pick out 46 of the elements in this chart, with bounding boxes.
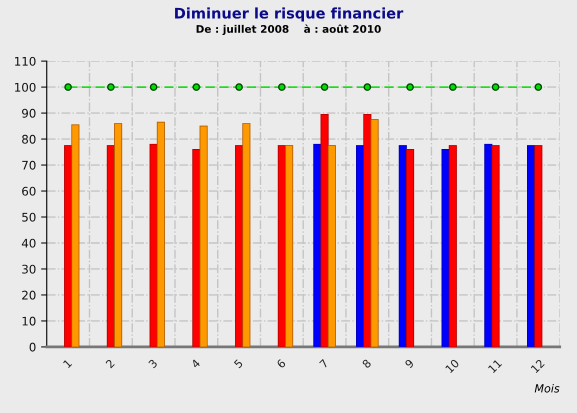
chart-title: Diminuer le risque financier xyxy=(175,7,404,22)
y-tick-label: 50 xyxy=(22,212,36,222)
x-tick-label: 7 xyxy=(319,358,329,368)
y-tick-label: 70 xyxy=(22,160,36,170)
y-tick-label: 90 xyxy=(22,108,36,118)
chart-subtitle: De : juillet 2008 à : août 2010 xyxy=(196,24,381,36)
x-tick-label: 4 xyxy=(190,358,201,369)
y-tick-label: 60 xyxy=(22,186,36,196)
bar xyxy=(285,145,294,347)
bar xyxy=(150,144,158,347)
x-tick-label: 3 xyxy=(148,358,158,369)
bar xyxy=(156,122,165,347)
bar xyxy=(235,145,244,347)
x-tick-label: 12 xyxy=(530,358,545,374)
bar xyxy=(448,145,457,347)
bar xyxy=(71,124,80,347)
bar xyxy=(64,145,72,347)
bar xyxy=(492,145,500,347)
bar xyxy=(114,123,122,347)
bar xyxy=(442,149,450,347)
bar xyxy=(200,126,208,347)
y-tick-label: 30 xyxy=(22,264,36,274)
x-tick-label: 9 xyxy=(404,358,414,369)
y-tick-label: 20 xyxy=(22,290,36,300)
y-tick-label: 40 xyxy=(22,238,36,248)
x-axis-title: Mois xyxy=(534,384,560,393)
bar xyxy=(370,119,379,347)
y-tick-label: 0 xyxy=(30,342,36,352)
bar xyxy=(406,149,414,347)
y-tick-label: 10 xyxy=(22,316,36,326)
y-tick-label: 100 xyxy=(15,82,36,92)
bar xyxy=(526,145,536,347)
bar xyxy=(356,145,364,347)
y-tick-label: 110 xyxy=(15,56,36,66)
x-tick-label: 6 xyxy=(276,358,286,369)
bar xyxy=(320,114,329,347)
x-tick-label: 8 xyxy=(362,358,372,369)
bar xyxy=(328,145,336,347)
x-tick-label: 1 xyxy=(62,359,72,368)
bar xyxy=(242,123,250,347)
x-tick-label: 2 xyxy=(105,358,115,368)
x-tick-label: 10 xyxy=(445,358,460,374)
y-tick-label: 80 xyxy=(22,134,36,144)
x-tick-label: 5 xyxy=(234,358,244,369)
bar xyxy=(534,145,542,347)
x-tick-label: 11 xyxy=(488,359,502,374)
